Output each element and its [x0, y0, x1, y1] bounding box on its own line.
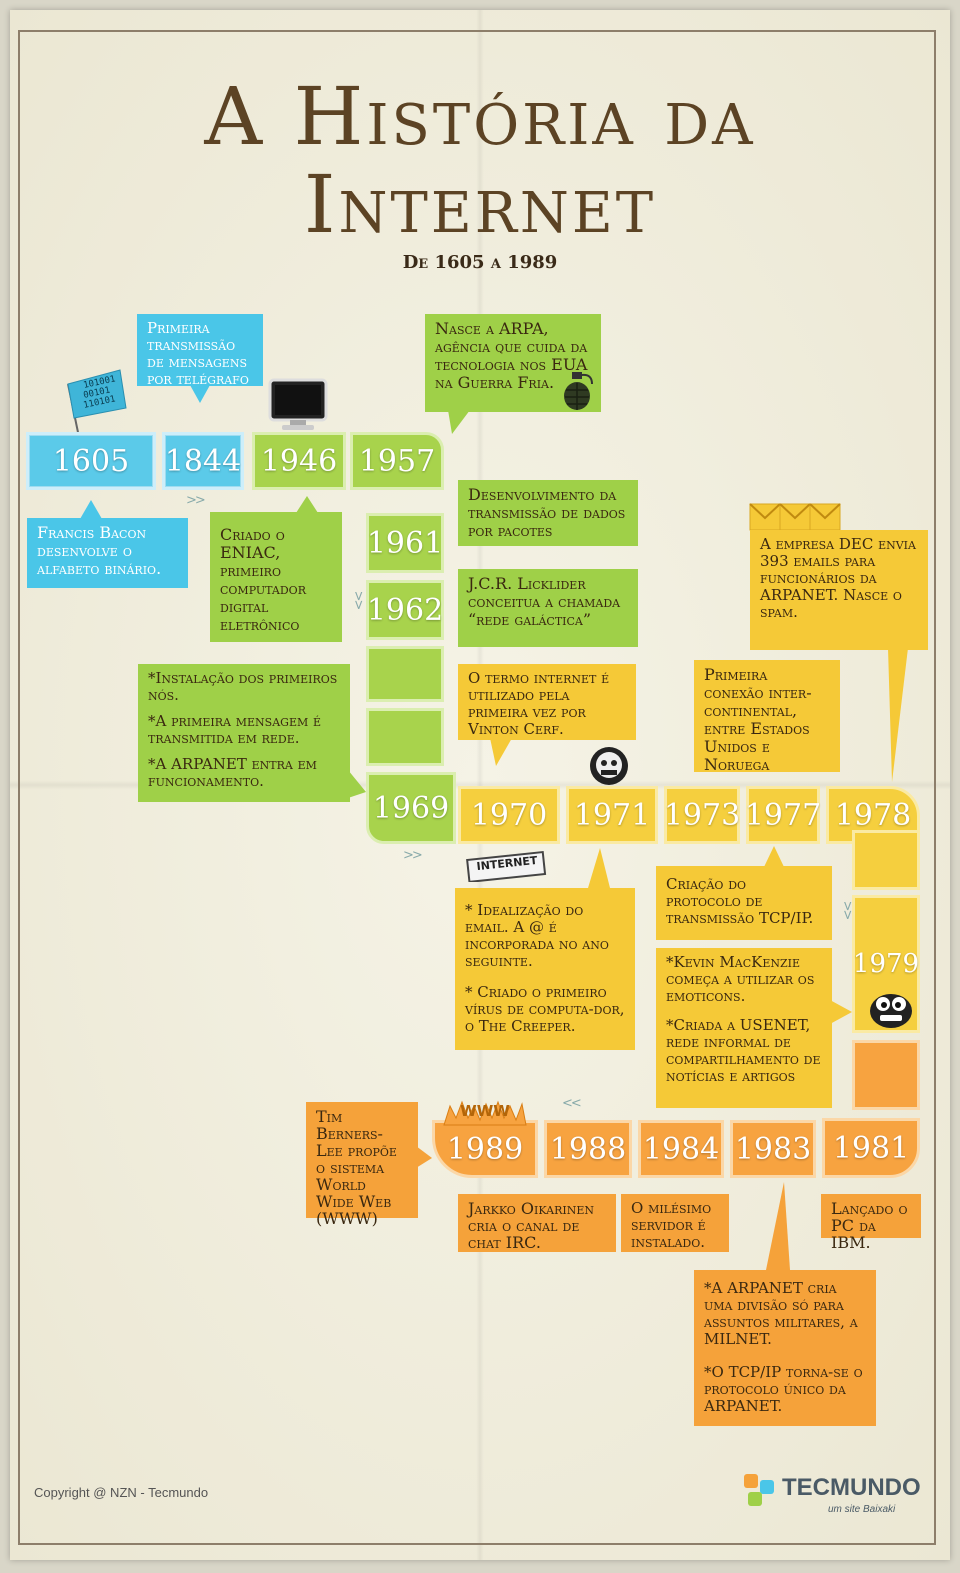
brand-logo[interactable]: TECMUNDO um site Baixaki	[742, 1472, 922, 1522]
binary-flag-icon: 101001 00101 110101	[48, 369, 127, 446]
page-title-line1: A História da	[204, 70, 756, 163]
callout-pointer	[296, 496, 318, 513]
brand-tagline: um site Baixaki	[828, 1504, 896, 1515]
event-1957: Nasce a ARPA, agência que cuida da tecno…	[425, 314, 601, 412]
timeline-segment	[366, 708, 444, 766]
event-1978: A empresa DEC envia 393 emails para func…	[750, 530, 928, 650]
event-1989: Tim Berners-Lee propõe o sistema World W…	[306, 1102, 418, 1227]
event-1844: Primeira transmissão de mensagens por te…	[137, 314, 263, 388]
event-1979: *Kevin MacKenzie começa a utilizar os em…	[656, 948, 832, 1108]
year-1981: 1981	[822, 1118, 920, 1178]
skull-emoticon-icon	[590, 747, 628, 785]
internet-sign-icon	[466, 850, 547, 882]
event-1971-item: * Idealização do email. A @ é incorporad…	[465, 901, 609, 970]
chevron-right-icon: >>	[403, 848, 423, 863]
year-1962: 1962	[366, 580, 444, 640]
page-frame	[18, 30, 936, 1545]
event-1983: *A ARPANET cria uma divisão só para assu…	[694, 1270, 876, 1426]
callout-pointer	[888, 648, 908, 782]
year-1970: 1970	[458, 786, 560, 844]
chevron-left-icon: <<	[562, 1096, 582, 1111]
event-1983-item: *O TCP/IP torna-se o protocolo único da …	[704, 1363, 863, 1415]
callout-pointer	[348, 770, 366, 798]
monitor-icon	[268, 378, 328, 430]
event-1971-item: * Criado o primeiro vírus de computa-dor…	[465, 983, 625, 1035]
year-1971: 1971	[566, 786, 658, 844]
www-grass-icon	[443, 1100, 527, 1126]
event-1962: J.C.R. Licklider conceitua a chamada “re…	[458, 569, 638, 647]
event-1946: Criado o ENIAC, primeiro computador digi…	[210, 512, 342, 642]
callout-pointer	[416, 1146, 432, 1168]
email-envelopes-icon	[749, 503, 841, 531]
year-1957: 1957	[350, 432, 444, 490]
timeline-segment	[366, 646, 444, 702]
event-1971: * Idealização do email. A @ é incorporad…	[455, 888, 635, 1050]
timeline-segment	[852, 1040, 920, 1110]
grenade-icon	[564, 372, 593, 410]
event-1961: Desenvolvimento da transmissão de dados …	[458, 480, 638, 546]
year-1983: 1983	[730, 1120, 816, 1178]
callout-pointer	[448, 410, 470, 434]
event-1605: Francis Bacon desenvolve o alfabeto biná…	[27, 518, 188, 588]
event-1988: Jarkko Oikarinen cria o canal de chat IR…	[458, 1194, 616, 1252]
year-1605: 1605	[26, 432, 156, 490]
surprised-emoticon-icon	[870, 994, 912, 1028]
callout-pointer	[80, 500, 102, 519]
page-subtitle: De 1605 a 1989	[402, 252, 558, 273]
year-1961: 1961	[366, 513, 444, 573]
callout-pointer	[490, 738, 512, 766]
event-1957-text: Nasce a ARPA, agência que cuida da tecno…	[435, 319, 588, 392]
event-1969-item: *A ARPANET entra em funcionamento.	[148, 755, 317, 790]
event-1969: *Instalação dos primeiros nós. *A primei…	[138, 664, 350, 802]
event-1983-item: *A ARPANET cria uma divisão só para assu…	[704, 1279, 858, 1348]
event-1984: O milésimo servidor é instalado.	[621, 1194, 729, 1252]
event-1969-item: *Instalação dos primeiros nós.	[148, 669, 338, 704]
tecmundo-logo-icon	[744, 1474, 774, 1506]
year-1969: 1969	[366, 772, 456, 844]
timeline-segment	[852, 830, 920, 890]
event-1979-item: *Criada a USENET, rede informal de compa…	[666, 1016, 821, 1085]
year-1988: 1988	[544, 1120, 632, 1178]
callout-pointer	[830, 1000, 852, 1024]
year-1946: 1946	[252, 432, 346, 490]
callout-pointer	[764, 846, 784, 867]
event-1979-item: *Kevin MacKenzie começa a utilizar os em…	[666, 953, 815, 1005]
callout-pointer	[588, 848, 610, 888]
year-1977: 1977	[745, 786, 821, 844]
paper-background	[10, 10, 950, 1560]
callout-pointer	[190, 385, 210, 403]
event-1973: Primeira conexão inter-continental, entr…	[694, 660, 840, 774]
event-1969-item: *A primeira mensagem é transmitida em re…	[148, 712, 322, 747]
year-1973: 1973	[664, 786, 740, 844]
event-1977: Criação do protocolo de transmissão TCP/…	[656, 866, 832, 940]
event-1970: O termo internet é utilizado pela primei…	[458, 664, 636, 740]
www-label: WWW	[460, 1102, 510, 1120]
copyright-text: Copyright @ NZN - Tecmundo	[34, 1485, 209, 1500]
page-title-line2: Internet	[303, 158, 657, 251]
year-1989: 1989	[432, 1120, 538, 1178]
brand-name: TECMUNDO	[782, 1474, 921, 1501]
callout-pointer	[766, 1182, 790, 1270]
year-1984: 1984	[638, 1120, 724, 1178]
year-1844: 1844	[162, 432, 244, 490]
chevron-down-icon: >>	[839, 900, 855, 919]
chevron-right-icon: >>	[186, 493, 206, 508]
event-1981: Lançado o PC da IBM.	[821, 1194, 921, 1251]
chevron-down-icon: >>	[350, 590, 366, 609]
